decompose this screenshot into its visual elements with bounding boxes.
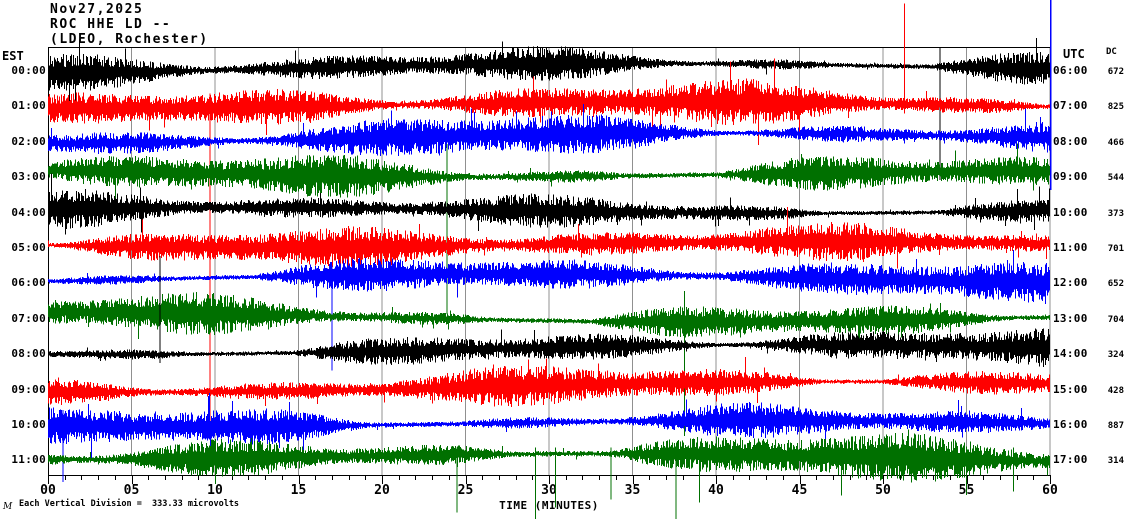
trace-row-1 (48, 3, 1050, 434)
dc-value: 652 (1107, 279, 1124, 290)
x-tick-label: 55 (958, 483, 975, 498)
utc-hour-label: 17:00 (1053, 453, 1088, 467)
dc-value: 887 (1107, 421, 1124, 431)
est-hour-label: 04:00 (11, 205, 46, 219)
x-tick-label: 60 (1042, 483, 1058, 498)
header-location: (LDEO, Rochester) (50, 32, 209, 47)
x-axis-title: TIME (MINUTES) (499, 499, 599, 512)
dc-offset-header: DC (1106, 47, 1117, 57)
x-tick-label: 35 (624, 483, 641, 498)
est-hour-label: 01:00 (11, 99, 46, 113)
utc-hour-label: 12:00 (1053, 276, 1088, 290)
trace-row-0 (48, 37, 1050, 180)
trace-row-7 (48, 290, 1050, 436)
dc-value: 373 (1107, 208, 1124, 219)
est-hour-label: 11:00 (11, 453, 46, 467)
est-hour-label: 07:00 (11, 311, 46, 325)
scale-note: Each Vertical Division = 333.33 microvol… (19, 499, 240, 509)
header-date: Nov27,2025 (50, 2, 144, 17)
est-hour-label: 03:00 (11, 170, 46, 184)
est-hour-label: 10:00 (11, 418, 46, 431)
utc-hour-label: 09:00 (1053, 170, 1088, 184)
utc-hour-label: 16:00 (1053, 418, 1088, 431)
est-hour-label: 02:00 (11, 134, 46, 148)
dc-value: 314 (1107, 456, 1124, 467)
trace-row-2 (48, 103, 1050, 157)
dc-value: 544 (1107, 173, 1124, 184)
est-hour-label: 00:00 (11, 64, 46, 77)
trace-row-9 (48, 357, 1050, 407)
utc-hour-label: 11:00 (1053, 241, 1088, 254)
est-hour-label: 05:00 (11, 241, 46, 254)
plot-border (48, 47, 1050, 476)
x-tick-label: 20 (374, 483, 390, 498)
trace-lines (48, 3, 1050, 519)
left-timezone-header: EST (2, 49, 24, 63)
utc-hour-label: 07:00 (1053, 99, 1088, 113)
trace-row-10 (48, 393, 1050, 482)
dc-value: 701 (1107, 244, 1124, 254)
dc-value: 672 (1107, 67, 1124, 77)
watermark-glyph: M (3, 502, 13, 512)
utc-hour-label: 15:00 (1053, 382, 1088, 396)
x-tick-label: 50 (875, 483, 891, 498)
dc-value: 466 (1107, 137, 1124, 148)
header-station: ROC HHE LD -- (50, 17, 172, 32)
utc-hour-label: 13:00 (1053, 311, 1088, 325)
x-tick-label: 40 (708, 483, 724, 498)
x-tick-label: 10 (207, 483, 223, 498)
grid-lines (131, 47, 1051, 475)
trace-row-4 (48, 173, 1050, 235)
utc-hour-label: 10:00 (1053, 205, 1088, 219)
x-tick-label: 45 (791, 483, 808, 498)
x-tick-label: 05 (123, 483, 140, 498)
utc-hour-label: 06:00 (1053, 64, 1088, 77)
dc-value: 324 (1107, 350, 1124, 361)
est-hour-label: 06:00 (11, 276, 46, 290)
dc-value: 704 (1107, 314, 1124, 325)
utc-hour-label: 08:00 (1053, 134, 1088, 148)
x-tick-label: 25 (457, 483, 474, 498)
dc-value: 428 (1107, 385, 1124, 396)
right-timezone-header: UTC (1063, 47, 1085, 61)
x-tick-label: 00 (40, 483, 56, 498)
x-tick-label: 15 (290, 483, 307, 498)
trace-row-3 (48, 143, 1050, 315)
x-tick-label: 30 (541, 483, 557, 498)
dc-value: 825 (1107, 102, 1124, 113)
trace-row-6 (48, 250, 1050, 371)
utc-hour-label: 14:00 (1053, 347, 1088, 361)
est-hour-label: 08:00 (11, 347, 46, 361)
trace-row-5 (48, 207, 1050, 281)
trace-row-8 (48, 256, 1050, 368)
est-hour-label: 09:00 (11, 382, 46, 396)
